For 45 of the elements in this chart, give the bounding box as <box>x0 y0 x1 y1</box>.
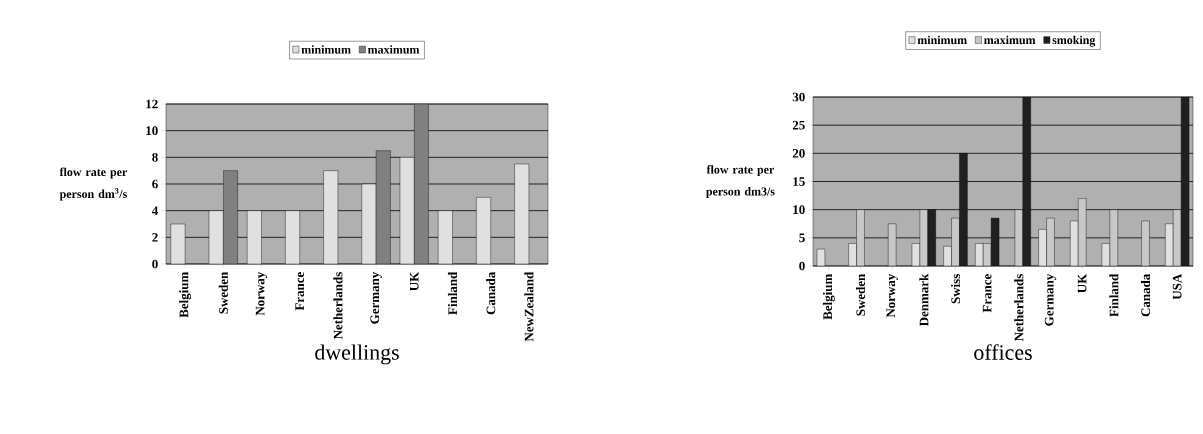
x-tick-label: NewZealand <box>524 271 534 342</box>
x-axis-title: dwellings <box>315 344 399 365</box>
x-tick-label: Canada <box>1140 273 1151 317</box>
y-axis-title: flow rate per person dm$^{3}$/s <box>59 167 128 201</box>
x-tick-label: Finland <box>447 271 458 315</box>
x-axis-title: offices <box>974 344 1032 360</box>
y-axis-title: flow rate per person dm3/s <box>706 165 775 198</box>
x-tick-label: France <box>295 272 305 311</box>
y-tick-label: 10 <box>146 126 158 136</box>
legend-label: smoking <box>1052 35 1096 47</box>
y-tick-label: 15 <box>793 177 805 186</box>
x-tick-label: Sweden <box>855 273 866 316</box>
y-tick-label: 0 <box>152 259 158 269</box>
legend-label: maximum <box>367 45 420 54</box>
x-tick-label: France <box>982 274 992 313</box>
x-tick-label: Netherlands <box>1014 274 1024 342</box>
y-tick-label: 0 <box>799 261 805 271</box>
y-tick-label: 4 <box>151 206 158 215</box>
x-tick-label: Denmark <box>919 273 929 327</box>
x-tick-label: Norway <box>255 271 268 316</box>
x-tick-label: Swiss <box>950 274 961 304</box>
x-tick-label: Sweden <box>218 271 228 314</box>
x-tick-label: Finland <box>1109 273 1119 317</box>
x-tick-label: Germany <box>370 271 382 324</box>
x-tick-label: Germany <box>1044 273 1057 326</box>
x-tick-label: Netherlands <box>333 272 343 340</box>
x-tick-label: Canada <box>486 271 496 315</box>
y-tick-label: 25 <box>792 120 805 130</box>
x-tick-label: UK <box>1077 273 1087 293</box>
y-tick-label: 2 <box>152 233 158 242</box>
legend-label: minimum <box>917 35 967 45</box>
legend-label: minimum <box>301 45 351 54</box>
y-tick-label: 20 <box>792 148 805 158</box>
x-tick-label: Belgium <box>179 271 192 318</box>
y-tick-label: 8 <box>152 152 158 162</box>
y-tick-label: 12 <box>146 99 158 109</box>
x-tick-label: UK <box>410 271 419 291</box>
y-tick-label: 10 <box>793 205 805 215</box>
y-tick-label: 5 <box>799 233 805 243</box>
y-tick-label: 6 <box>152 179 158 189</box>
x-tick-label: Norway <box>886 273 898 318</box>
y-tick-label: 30 <box>792 92 805 102</box>
x-tick-label: Belgium <box>822 273 835 320</box>
legend-label: maximum <box>984 35 1036 45</box>
x-tick-label: USA <box>1172 273 1182 300</box>
